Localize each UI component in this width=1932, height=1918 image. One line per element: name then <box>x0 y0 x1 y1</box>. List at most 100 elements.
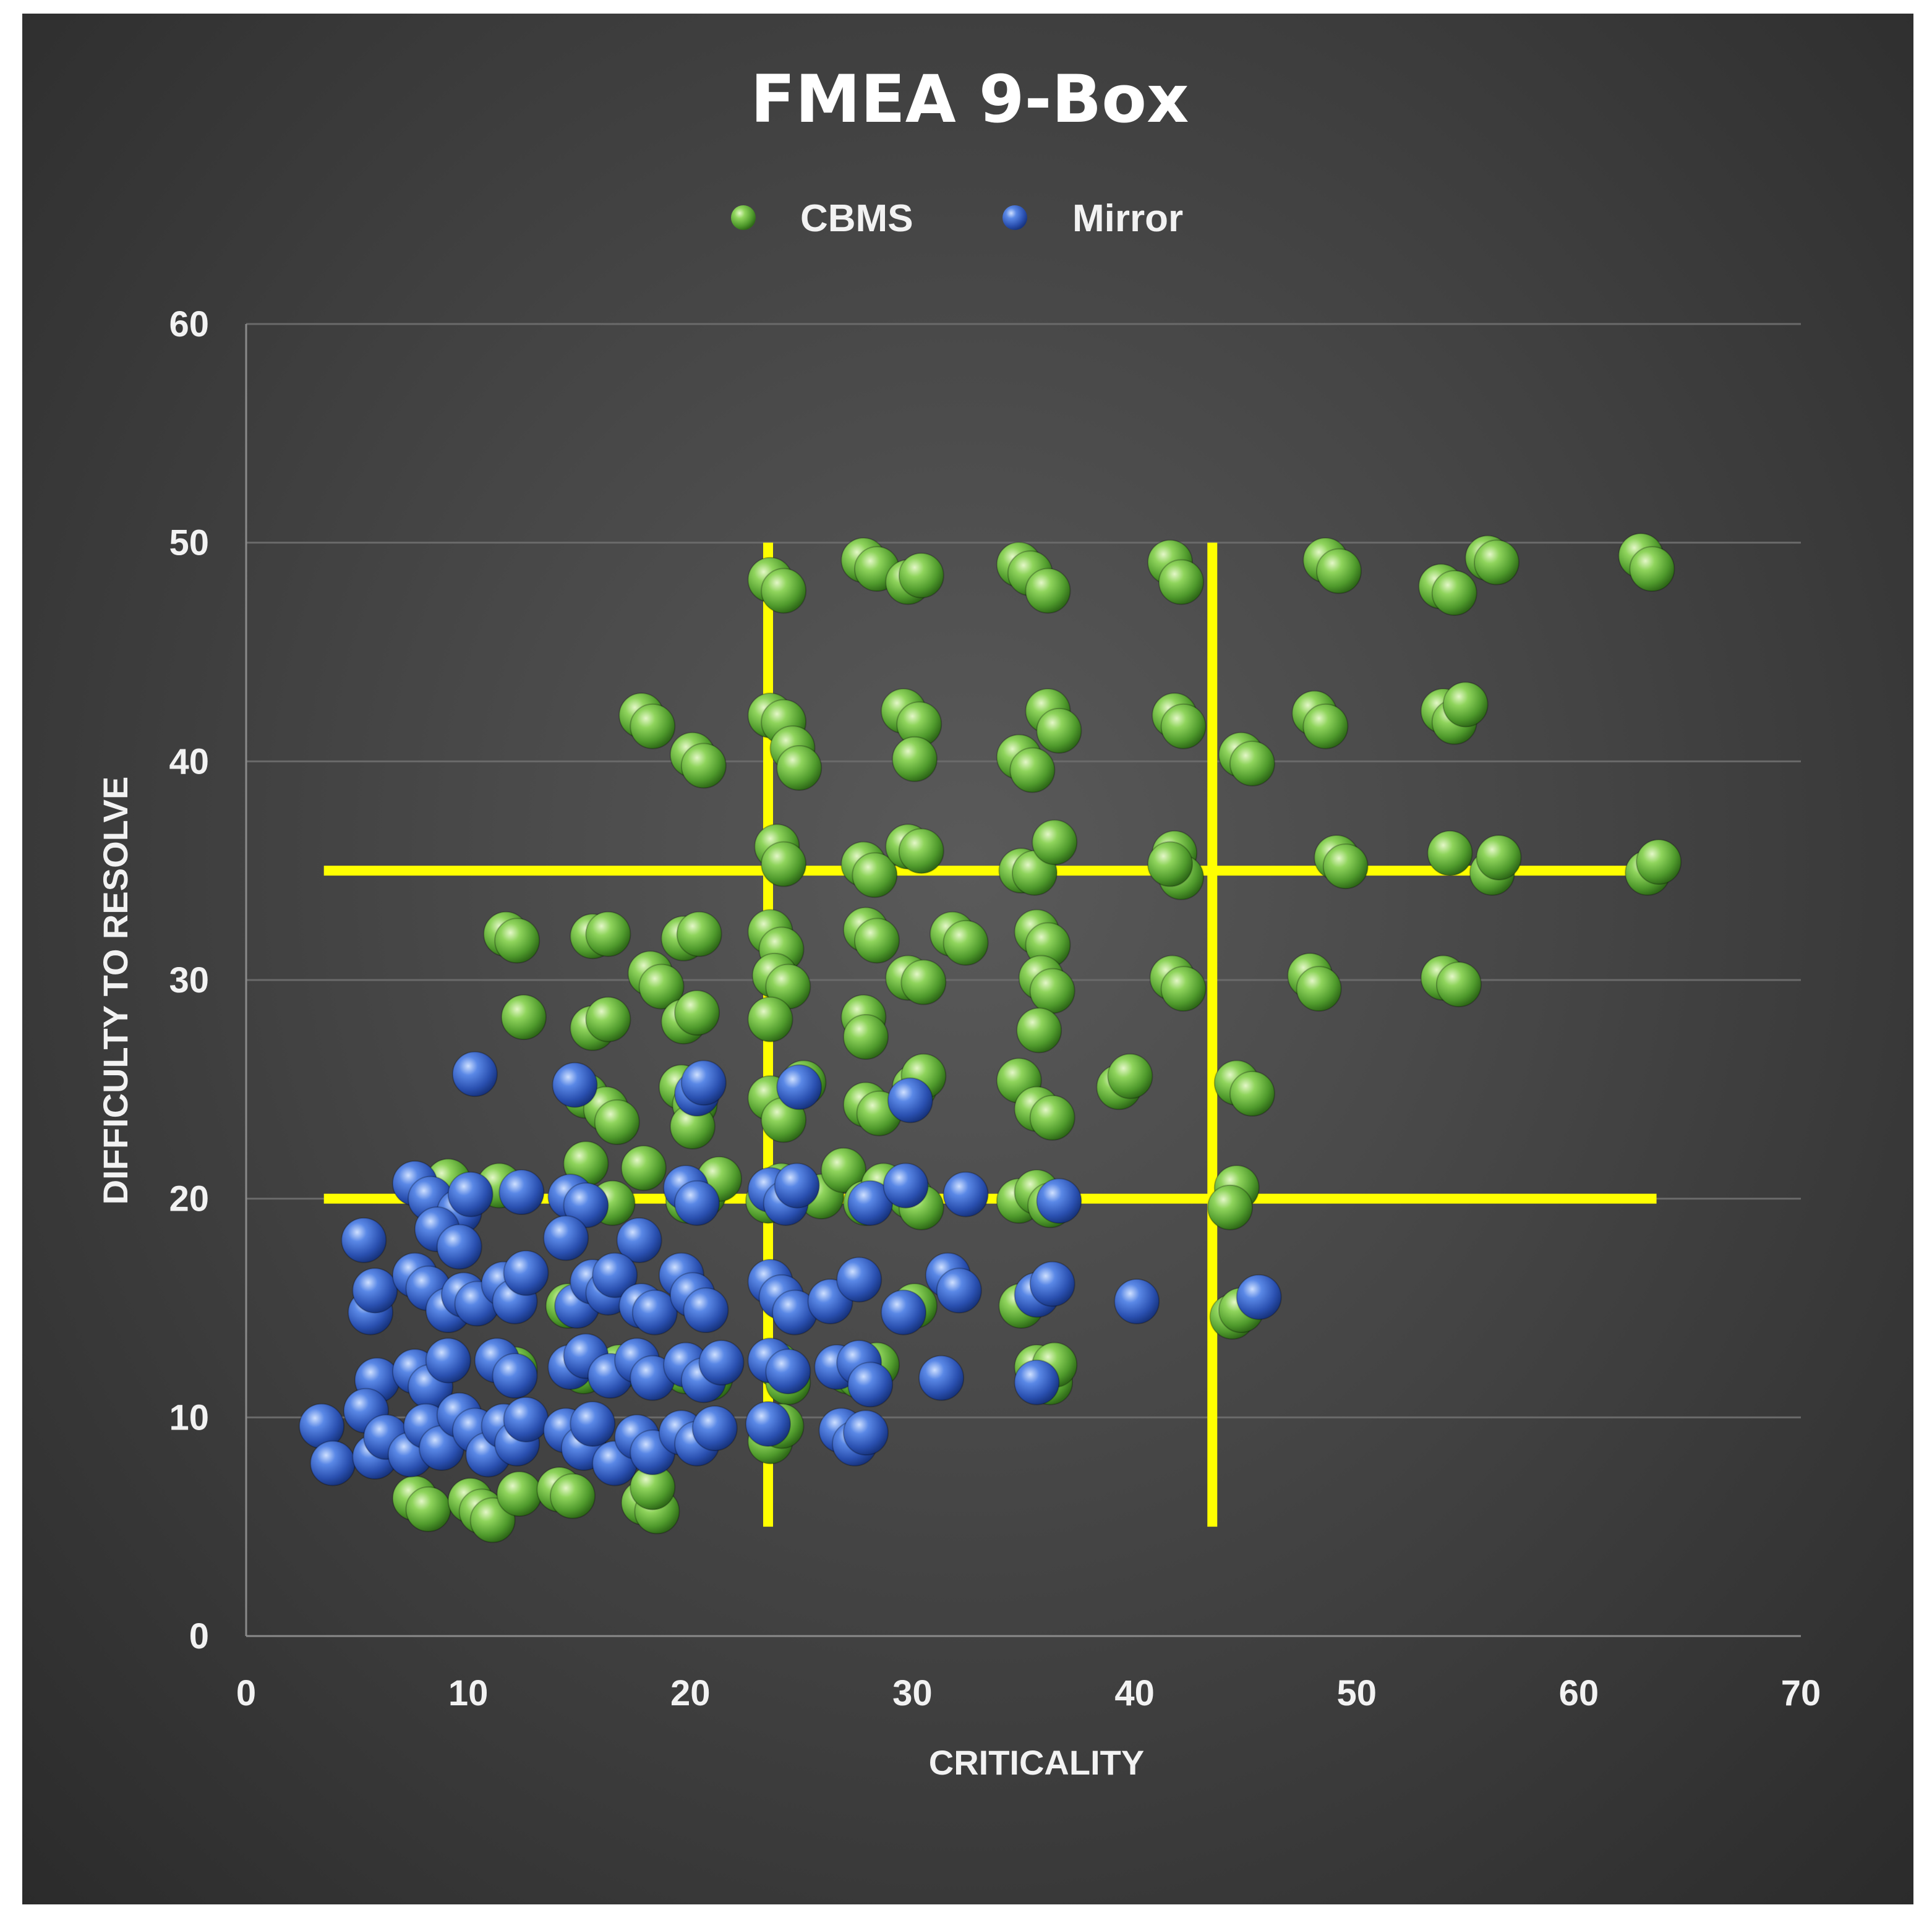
mirror-point <box>691 1405 738 1452</box>
cbms-point <box>1427 830 1473 876</box>
cbms-point <box>843 1013 889 1060</box>
cbms-point <box>853 918 900 964</box>
cbms-point <box>585 996 631 1042</box>
cbms-point <box>1229 1070 1275 1117</box>
cbms-point <box>405 1486 451 1532</box>
mirror-point <box>341 1217 387 1263</box>
cbms-point <box>630 703 676 749</box>
cbms-point <box>1322 843 1369 890</box>
mirror-point <box>674 1180 720 1226</box>
mirror-point <box>436 1224 482 1270</box>
cbms-point <box>1029 1094 1075 1141</box>
mirror-point <box>1114 1278 1160 1324</box>
mirror-point <box>936 1268 982 1314</box>
mirror-point <box>698 1339 745 1386</box>
mirror-point <box>451 1051 498 1098</box>
cbms-point <box>898 552 944 599</box>
y-tick-30: 30 <box>169 960 209 1000</box>
mirror-point <box>1014 1359 1060 1405</box>
mirror-point <box>352 1268 398 1314</box>
cbms-point <box>1229 740 1275 786</box>
cbms-point <box>1315 548 1362 594</box>
x-axis-label: CRITICALITY <box>929 1743 1144 1782</box>
x-tick-70: 70 <box>1781 1673 1821 1713</box>
mirror-point <box>745 1400 791 1447</box>
cbms-point <box>898 828 944 874</box>
mirror-point <box>425 1337 471 1384</box>
mirror-point <box>918 1355 965 1401</box>
x-tick-10: 10 <box>448 1673 489 1713</box>
cbms-point <box>892 736 938 782</box>
y-tick-10: 10 <box>169 1397 209 1438</box>
legend: CBMS Mirror <box>731 197 1183 240</box>
mirror-point <box>310 1440 356 1486</box>
mirror-point <box>492 1353 538 1399</box>
mirror-point <box>776 1064 823 1110</box>
mirror-point <box>680 1060 727 1106</box>
cbms-point <box>761 568 807 614</box>
mirror-point <box>1236 1274 1282 1320</box>
cbms-point <box>620 1145 667 1191</box>
cbms-point <box>900 959 947 1005</box>
mirror-point <box>1029 1261 1075 1307</box>
cbms-point <box>747 996 793 1042</box>
cbms-point <box>638 963 685 1010</box>
cbms-point <box>1160 966 1207 1012</box>
mirror-point <box>570 1400 616 1447</box>
mirror-point <box>563 1182 609 1229</box>
x-tick-60: 60 <box>1559 1673 1599 1713</box>
cbms-point <box>1147 841 1194 887</box>
scatter-chart: FMEA 9-Box CBMS Mirror 0 10 20 30 40 50 60 70 0… <box>96 61 1821 1782</box>
cbms-point <box>1435 961 1482 1008</box>
cbms-point <box>1296 966 1342 1012</box>
x-tick-0: 0 <box>236 1673 256 1713</box>
cbms-point <box>1107 1053 1153 1099</box>
cbms-point <box>1158 559 1204 605</box>
cbms-point <box>776 744 823 791</box>
chart-title: FMEA 9-Box <box>751 61 1189 137</box>
mirror-point <box>765 1349 811 1395</box>
cbms-point <box>852 852 898 898</box>
cbms-point <box>676 911 722 957</box>
mirror-point <box>774 1162 820 1209</box>
cbms-point <box>1016 1007 1062 1054</box>
x-tick-50: 50 <box>1336 1673 1377 1713</box>
cbms-point <box>594 1099 640 1145</box>
x-tick-30: 30 <box>892 1673 933 1713</box>
mirror-point <box>498 1169 545 1216</box>
y-tick-0: 0 <box>189 1616 209 1656</box>
x-tick-20: 20 <box>670 1673 711 1713</box>
mirror-point <box>503 1250 549 1296</box>
mirror-point <box>883 1162 929 1209</box>
mirror-point <box>503 1396 549 1443</box>
cbms-point <box>1032 819 1078 866</box>
cbms-point <box>1636 839 1682 885</box>
cbms-point <box>1302 703 1349 749</box>
legend-label-mirror: Mirror <box>1072 197 1183 240</box>
series-mirror <box>299 1051 1282 1486</box>
y-tick-60: 60 <box>169 304 209 344</box>
cbms-point <box>1025 568 1071 614</box>
legend-marker-cbms <box>731 205 756 230</box>
mirror-point <box>942 1171 989 1217</box>
y-tick-50: 50 <box>169 523 209 563</box>
mirror-point <box>847 1362 894 1408</box>
y-axis-label: DIFFICULTY TO RESOLVE <box>96 777 135 1205</box>
cbms-point <box>1207 1184 1254 1230</box>
legend-marker-mirror <box>1002 205 1027 230</box>
cbms-point <box>585 911 631 957</box>
cbms-point <box>1431 570 1477 616</box>
cbms-point <box>1629 546 1675 592</box>
cbms-point <box>500 994 547 1041</box>
mirror-point <box>616 1217 662 1263</box>
cbms-point <box>1473 539 1520 586</box>
mirror-point <box>552 1062 598 1108</box>
mirror-point <box>447 1171 494 1217</box>
x-tick-40: 40 <box>1114 1673 1155 1713</box>
cbms-point <box>942 919 989 966</box>
y-tick-labels: 0 10 20 30 40 50 60 <box>169 304 209 1656</box>
cbms-point <box>761 841 807 887</box>
cbms-point <box>549 1473 596 1519</box>
mirror-point <box>683 1287 729 1334</box>
mirror-point <box>887 1077 933 1123</box>
